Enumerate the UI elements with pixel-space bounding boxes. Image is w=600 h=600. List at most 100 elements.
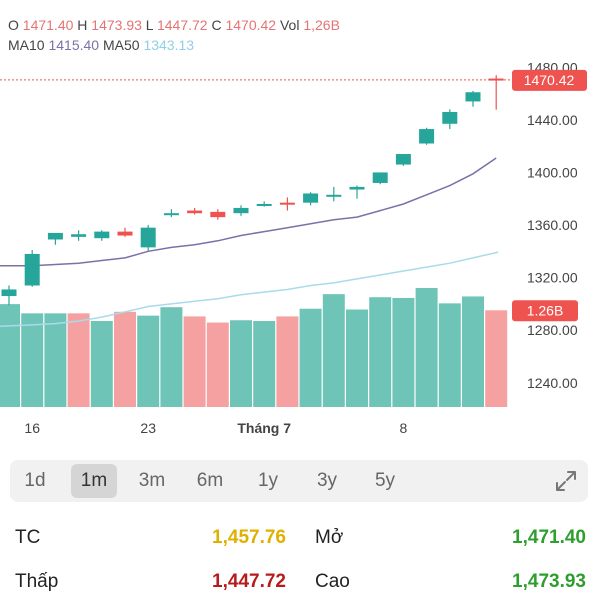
volume-bar [114,311,136,407]
price-tags: 1470.42 1.26B [512,69,587,322]
candle-body [94,231,110,239]
volume-bar [346,309,368,407]
open-price-value: 1,471.40 [512,527,586,548]
date-tick-label: 16 [24,420,40,436]
candle-body [163,213,179,216]
candle-body [233,207,249,214]
volume-bar [183,316,206,407]
date-tick-label: 8 [400,420,408,436]
candle-body [326,194,342,197]
open-price-label: Mở [315,527,344,548]
candle-body [465,92,481,102]
candle-body [1,289,17,297]
volume-label: Vol [279,17,300,33]
range-3y-button[interactable]: 3y [316,470,338,491]
range-1m-button[interactable]: 1m [71,464,117,498]
ma10-line [0,157,497,267]
range-1d-button[interactable]: 1d [24,470,46,491]
ma50-line [0,251,499,328]
candle-body [256,203,272,206]
volume-bar [206,322,229,407]
volume-bar [392,297,415,407]
open-label: O [8,17,19,33]
candlestick-chart[interactable]: 1480.001440.001400.001360.001320.001280.… [0,0,600,450]
candle-body [303,193,319,203]
low-price-label: Thấp [15,571,59,592]
low-label: L [145,17,154,33]
candle-body [24,253,40,286]
candle-body [349,186,365,190]
price-axis: 1480.001440.001400.001360.001320.001280.… [527,59,578,391]
close-label: C [211,17,222,33]
date-axis: 16 23 Tháng 7 8 [24,420,407,436]
range-1y-button[interactable]: 1y [257,470,279,491]
current-volume-tag [512,300,578,322]
ma10-value: 1415.40 [48,37,100,53]
time-range-selector: 1d 1m 3m 6m 1y 3y 5y [10,460,588,502]
price-tick-label: 1280.00 [527,322,578,338]
date-tick-label: 23 [140,420,156,436]
ma50-value: 1343.13 [143,37,195,53]
candle-body [279,202,295,205]
volume-bar [0,304,20,407]
candle-body [372,172,388,183]
price-tick-label: 1440.00 [527,112,578,128]
close-value: 1470.42 [225,17,277,33]
low-value: 1447.72 [156,17,208,33]
candle-body [442,111,458,124]
ma-legend: MA10 1415.40 MA50 1343.13 [8,37,194,53]
candle-body [71,234,87,237]
high-value: 1473.93 [91,17,142,33]
high-label: H [77,17,88,33]
volume-bar [369,297,392,407]
volume-bar [21,313,44,407]
high-price-label: Cao [315,571,350,592]
volume-bar [253,321,276,407]
price-tick-label: 1240.00 [527,375,578,391]
volume-bar [160,307,183,407]
ma50-label: MA50 [102,37,140,53]
volume-bar [230,320,252,407]
reference-price-value: 1,457.76 [212,527,286,548]
current-price-tag [512,69,587,91]
moving-average-lines [0,157,499,328]
volume-bar [67,313,90,407]
volume-bar [276,316,299,407]
reference-price-label: TC [15,527,41,548]
volume-bar [137,315,160,407]
range-3m-button[interactable]: 3m [138,470,166,491]
candle-body [140,227,156,248]
candle-body [47,232,63,240]
open-value: 1471.40 [22,17,74,33]
high-price-value: 1,473.93 [512,571,586,592]
low-price-value: 1,447.72 [212,571,286,592]
candle-body [117,231,133,236]
candles [1,75,504,306]
candle-body [488,78,504,81]
volume-bar [90,321,113,407]
candle-body [210,211,226,218]
volume-bar [299,308,322,407]
ohlc-legend: O 1471.40 H 1473.93 L 1447.72 C 1470.42 … [8,17,340,33]
candle-body [419,129,435,144]
candle-body [395,154,411,165]
volume-bar [462,296,484,407]
volume-bars [0,288,508,407]
price-tick-label: 1360.00 [527,217,578,233]
expand-icon[interactable] [554,469,578,493]
volume-value: 1,26B [303,17,340,33]
current-volume-tag-label: 1.26B [527,302,564,318]
price-tick-label: 1320.00 [527,270,578,286]
volume-bar [44,313,67,407]
volume-bar [438,303,461,407]
current-price-tag-label: 1470.42 [524,72,575,88]
ma10-label: MA10 [8,37,45,53]
volume-bar [322,294,345,407]
range-5y-button[interactable]: 5y [374,470,396,491]
candle-body [187,210,203,214]
volume-bar [485,310,508,407]
price-tick-label: 1400.00 [527,164,578,180]
range-6m-button[interactable]: 6m [196,470,224,491]
volume-bar [415,288,438,407]
date-tick-label: Tháng 7 [237,420,291,436]
